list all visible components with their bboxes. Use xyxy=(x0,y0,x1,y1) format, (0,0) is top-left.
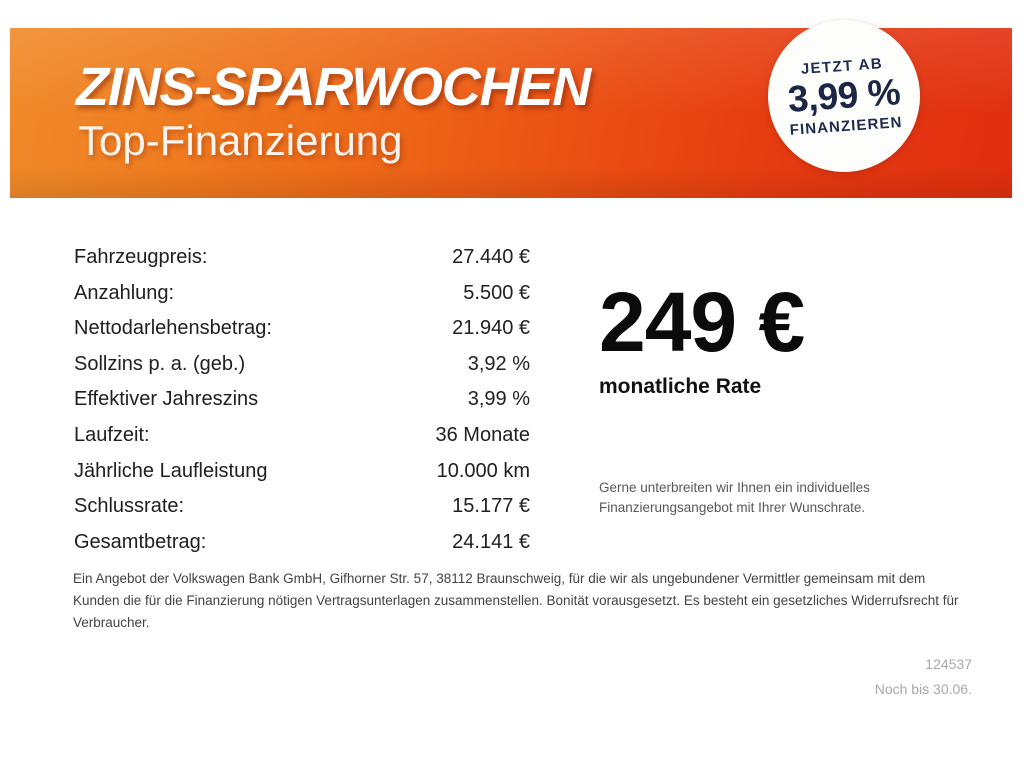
table-row: Sollzins p. a. (geb.) 3,92 % xyxy=(74,353,530,389)
table-row: Effektiver Jahreszins 3,99 % xyxy=(74,388,530,424)
spec-value: 10.000 km xyxy=(436,459,530,482)
table-row: Anzahlung: 5.500 € xyxy=(74,282,530,318)
banner-subheadline: Top-Finanzierung xyxy=(78,117,403,164)
spec-label: Sollzins p. a. (geb.) xyxy=(74,352,246,375)
legal-disclaimer: Ein Angebot der Volkswagen Bank GmbH, Gi… xyxy=(73,571,959,630)
spec-label: Jährliche Laufleistung xyxy=(74,459,268,482)
offer-validity: Noch bis 30.06. xyxy=(874,681,972,698)
financing-spec-table: Fahrzeugpreis: 27.440 € Anzahlung: 5.500… xyxy=(74,246,530,566)
spec-label: Laufzeit: xyxy=(74,423,150,446)
spec-label: Schlussrate: xyxy=(74,495,185,518)
interest-rate-badge: JETZT AB 3,99 % FINANZIEREN xyxy=(762,14,926,178)
offer-id: 124537 xyxy=(925,656,972,672)
spec-label: Effektiver Jahreszins xyxy=(74,388,259,411)
monthly-rate-amount: 249 € xyxy=(599,275,805,369)
table-row: Schlussrate: 15.177 € xyxy=(74,495,530,531)
badge-rate-value: 3,99 % xyxy=(786,70,902,120)
spec-label: Fahrzeugpreis: xyxy=(74,246,208,268)
spec-value: 3,92 % xyxy=(467,352,530,375)
spec-value: 5.500 € xyxy=(463,281,530,304)
spec-value: 24.141 € xyxy=(452,530,530,553)
spec-value: 36 Monate xyxy=(435,423,530,446)
table-row: Jährliche Laufleistung 10.000 km xyxy=(74,460,530,496)
banner-headline: ZINS-SPARWOCHEN xyxy=(76,57,591,117)
individual-offer-note: Gerne unterbreiten wir Ihnen ein individ… xyxy=(599,480,870,515)
banner-shade-overlay xyxy=(10,167,1012,198)
spec-label: Anzahlung: xyxy=(74,281,175,304)
table-row: Nettodarlehensbetrag: 21.940 € xyxy=(74,317,530,353)
promo-banner: ZINS-SPARWOCHEN Top-Finanzierung JETZT A… xyxy=(10,14,1012,198)
spec-label: Nettodarlehensbetrag: xyxy=(74,317,272,340)
spec-value: 3,99 % xyxy=(467,388,530,411)
spec-value: 15.177 € xyxy=(452,495,530,518)
monthly-rate-block: 249 € monatliche Rate xyxy=(599,275,805,399)
table-row: Laufzeit: 36 Monate xyxy=(74,424,530,460)
spec-label: Gesamtbetrag: xyxy=(74,530,207,553)
spec-value: 21.940 € xyxy=(452,317,530,340)
spec-value: 27.440 € xyxy=(452,246,530,268)
table-row: Gesamtbetrag: 24.141 € xyxy=(74,531,530,567)
monthly-rate-caption: monatliche Rate xyxy=(599,374,762,398)
table-row: Fahrzeugpreis: 27.440 € xyxy=(74,246,530,282)
footer: 124537 Noch bis 30.06. xyxy=(875,652,972,702)
